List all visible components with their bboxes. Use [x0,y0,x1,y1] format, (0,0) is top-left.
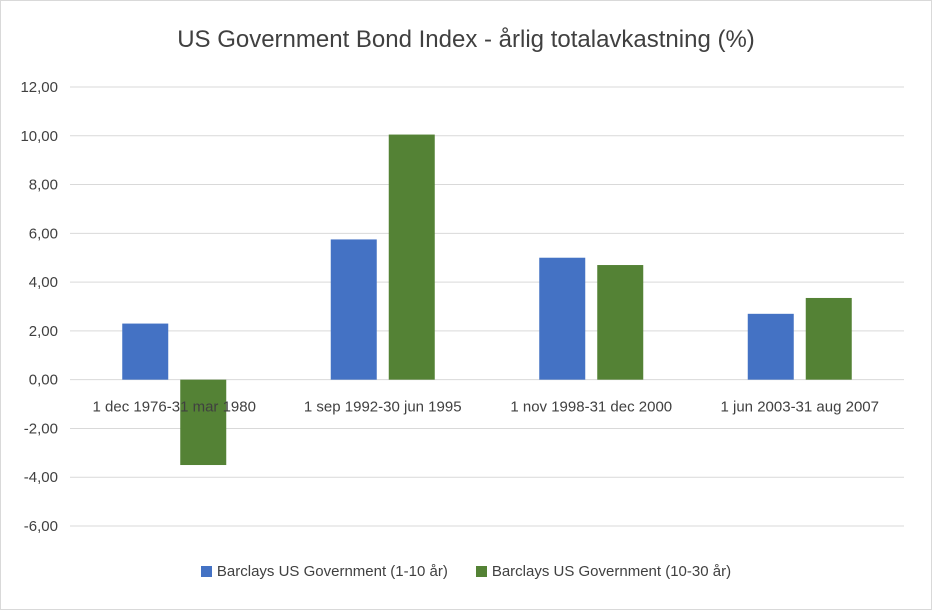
y-tick-label: 8,00 [29,177,58,194]
y-tick-label: 6,00 [29,225,58,242]
y-tick-label: 2,00 [29,323,58,340]
y-tick-label: -6,00 [24,518,58,535]
x-category-label: 1 dec 1976-31 mar 1980 [93,399,256,416]
legend-label-series-1: Barclays US Government (1-10 år) [216,563,448,580]
x-category-label: 1 sep 1992-30 jun 1995 [304,399,462,416]
y-tick-label: 0,00 [29,372,58,389]
bar [805,297,852,380]
bar [388,134,435,380]
y-tick-label: -4,00 [24,469,58,486]
legend: Barclays US Government (1-10 år) Barclay… [0,563,932,580]
bar [122,323,169,380]
legend-swatch-series-1 [200,566,212,577]
legend-item-series-1: Barclays US Government (1-10 år) [200,563,448,580]
legend-item-series-2: Barclays US Government (10-30 år) [475,563,732,580]
y-tick-label: 12,00 [20,79,58,96]
y-tick-label: 10,00 [20,128,58,145]
x-category-label: 1 jun 2003-31 aug 2007 [721,399,879,416]
legend-label-series-2: Barclays US Government (10-30 år) [491,563,732,580]
y-tick-label: 4,00 [29,274,58,291]
y-tick-label: -2,00 [24,420,58,437]
bar [539,257,586,380]
bar [597,265,644,380]
x-category-label: 1 nov 1998-31 dec 2000 [510,399,672,416]
chart-title: US Government Bond Index - årlig totalav… [177,26,755,53]
bar [747,313,794,380]
bar [330,239,377,380]
legend-swatch-series-2 [475,566,487,577]
bar [180,379,227,466]
